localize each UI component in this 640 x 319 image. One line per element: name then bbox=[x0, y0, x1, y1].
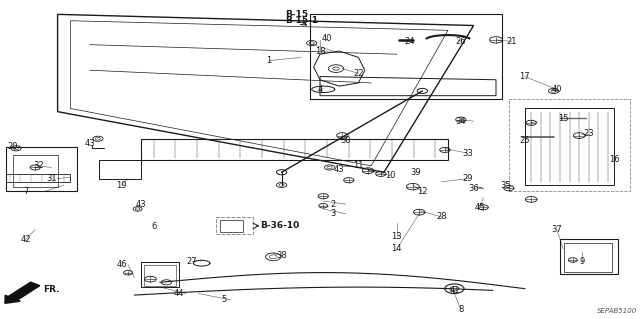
Text: 46: 46 bbox=[116, 260, 127, 269]
Text: 35: 35 bbox=[500, 181, 511, 189]
Text: 29: 29 bbox=[462, 174, 472, 183]
Text: 27: 27 bbox=[187, 257, 197, 266]
FancyArrow shape bbox=[5, 282, 40, 303]
Text: 31: 31 bbox=[46, 174, 56, 183]
Bar bbox=[6, 174, 70, 182]
Text: 30: 30 bbox=[340, 136, 351, 145]
Text: 2: 2 bbox=[330, 200, 335, 209]
Text: 40: 40 bbox=[321, 34, 332, 43]
Text: 34: 34 bbox=[456, 117, 466, 126]
Text: 43: 43 bbox=[84, 139, 95, 148]
Text: 22: 22 bbox=[353, 69, 364, 78]
Text: 36: 36 bbox=[468, 184, 479, 193]
Text: 15: 15 bbox=[558, 114, 568, 122]
Text: 25: 25 bbox=[520, 136, 530, 145]
Text: 8: 8 bbox=[458, 305, 463, 314]
Text: 13: 13 bbox=[392, 232, 402, 241]
Text: 19: 19 bbox=[116, 181, 127, 189]
Text: 28: 28 bbox=[436, 212, 447, 221]
Text: 11: 11 bbox=[353, 161, 364, 170]
Bar bbox=[99, 160, 141, 179]
Text: 16: 16 bbox=[609, 155, 620, 164]
Text: 18: 18 bbox=[315, 47, 325, 56]
Text: 33: 33 bbox=[462, 149, 472, 158]
Text: B-15-1: B-15-1 bbox=[285, 16, 318, 25]
Text: 12: 12 bbox=[417, 187, 428, 196]
Text: 6: 6 bbox=[151, 222, 156, 231]
Text: 21: 21 bbox=[507, 37, 517, 46]
Text: 44: 44 bbox=[174, 289, 184, 298]
Text: 5: 5 bbox=[221, 295, 227, 304]
Text: 32: 32 bbox=[33, 161, 44, 170]
Text: 43: 43 bbox=[136, 200, 146, 209]
Bar bbox=[560, 239, 618, 274]
Bar bbox=[509, 99, 630, 191]
Text: 24: 24 bbox=[404, 37, 415, 46]
Bar bbox=[564, 243, 612, 272]
Text: 42: 42 bbox=[20, 235, 31, 244]
Text: B-36-10: B-36-10 bbox=[260, 221, 299, 230]
Bar bbox=[6, 147, 77, 191]
Bar bbox=[220, 220, 243, 232]
Text: FR.: FR. bbox=[44, 285, 60, 294]
Text: 43: 43 bbox=[334, 165, 344, 174]
Text: 3: 3 bbox=[330, 209, 335, 218]
Text: B-15: B-15 bbox=[285, 10, 308, 19]
Text: SEPAB5100: SEPAB5100 bbox=[596, 308, 637, 314]
Text: 37: 37 bbox=[552, 225, 562, 234]
Bar bbox=[141, 139, 448, 160]
Bar bbox=[13, 155, 58, 187]
Text: 10: 10 bbox=[385, 171, 396, 180]
Text: 39: 39 bbox=[411, 168, 421, 177]
Text: 45: 45 bbox=[475, 203, 485, 212]
Bar bbox=[141, 262, 179, 287]
Text: 7: 7 bbox=[23, 187, 28, 196]
Text: 23: 23 bbox=[584, 130, 594, 138]
Bar bbox=[144, 265, 176, 286]
Text: 1: 1 bbox=[266, 56, 271, 65]
Text: 26: 26 bbox=[456, 37, 466, 46]
Bar bbox=[310, 14, 502, 99]
Text: 17: 17 bbox=[520, 72, 530, 81]
Bar bbox=[525, 108, 614, 185]
Text: 40: 40 bbox=[552, 85, 562, 94]
Text: 9: 9 bbox=[580, 257, 585, 266]
Text: 20: 20 bbox=[8, 142, 18, 151]
Text: 38: 38 bbox=[276, 251, 287, 260]
Text: 14: 14 bbox=[392, 244, 402, 253]
Bar bbox=[216, 217, 253, 234]
Text: 41: 41 bbox=[449, 286, 460, 295]
Text: 4: 4 bbox=[317, 85, 323, 94]
